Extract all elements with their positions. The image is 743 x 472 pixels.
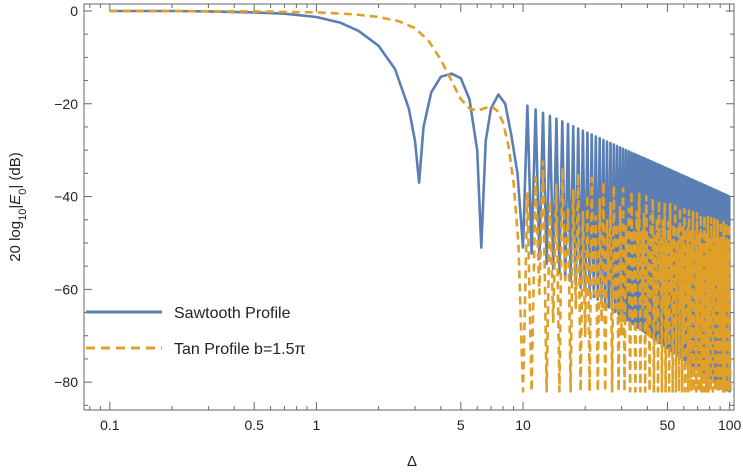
y-tick-label: −40	[54, 189, 78, 205]
x-tick-label: 100	[718, 417, 742, 433]
plot-frame	[83, 3, 735, 411]
y-tick-label: −20	[54, 96, 78, 112]
legend-label-sawtooth: Sawtooth Profile	[174, 305, 291, 322]
legend-label-tan: Tan Profile b=1.5π	[174, 341, 306, 358]
legend: Sawtooth Profile Tan Profile b=1.5π	[86, 305, 306, 358]
x-axis-label: Δ	[407, 453, 417, 470]
series-line-tan	[109, 9, 732, 393]
x-tick-label: 10	[515, 417, 531, 433]
y-axis-label: 20 log10|E0| (dB)	[7, 152, 29, 262]
x-tick-label: 0.1	[100, 417, 120, 433]
series-layer	[109, 9, 732, 394]
x-tick-label: 5	[457, 417, 465, 433]
axis-ticks: 0.1 0.5 1 5 10 50 100 0 −20 −40 −60 −80	[54, 3, 741, 433]
series-line-sawtooth	[109, 9, 732, 394]
y-tick-label: 0	[70, 3, 78, 19]
y-tick-label: −80	[54, 374, 78, 390]
x-tick-label: 1	[313, 417, 321, 433]
y-tick-label: −60	[54, 281, 78, 297]
x-tick-label: 0.5	[244, 417, 264, 433]
x-tick-label: 50	[660, 417, 676, 433]
